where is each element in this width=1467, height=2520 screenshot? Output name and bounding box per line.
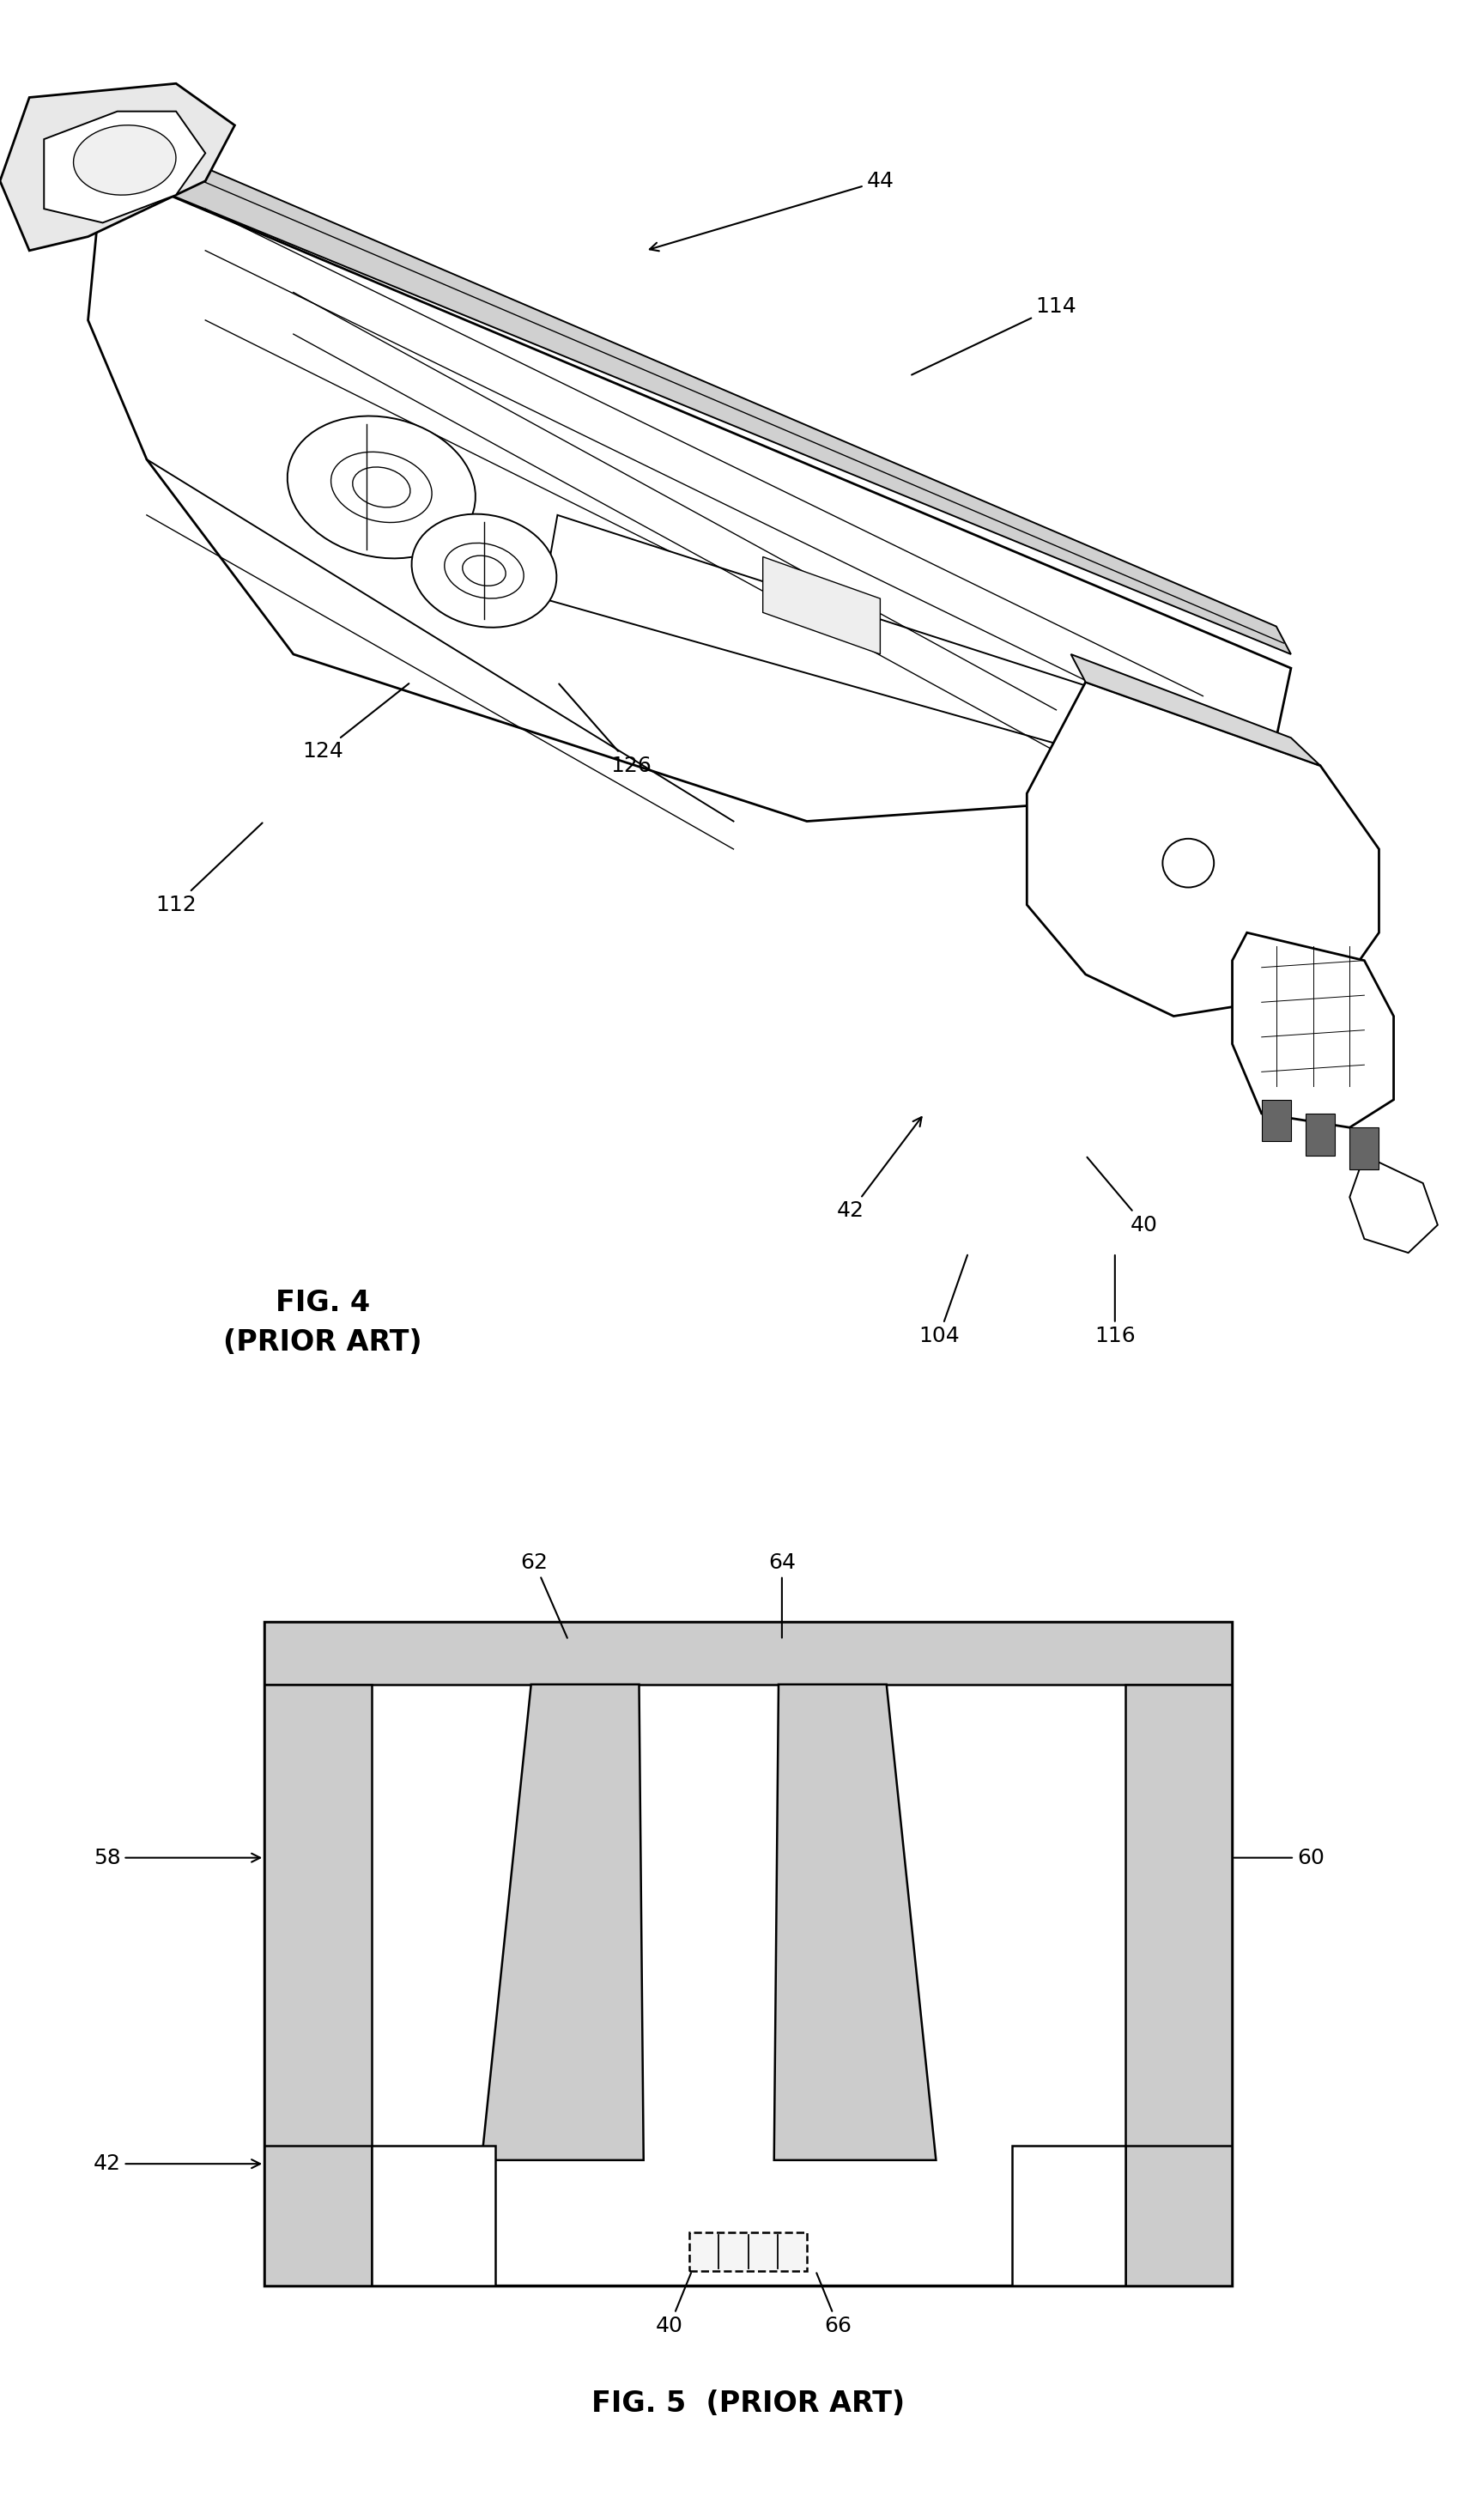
- Text: 42: 42: [94, 2155, 260, 2175]
- Polygon shape: [481, 1683, 644, 2160]
- Text: 58: 58: [94, 1847, 260, 1867]
- Text: 118: 118: [1250, 895, 1370, 945]
- Polygon shape: [1350, 1126, 1379, 1169]
- Polygon shape: [1232, 932, 1394, 1126]
- Polygon shape: [1350, 1154, 1438, 1252]
- Ellipse shape: [288, 416, 475, 559]
- Polygon shape: [1306, 1114, 1335, 1154]
- Text: 126: 126: [559, 683, 651, 776]
- Bar: [1012, 2145, 1125, 2286]
- Text: 40: 40: [1087, 1157, 1157, 1235]
- Ellipse shape: [1163, 839, 1215, 887]
- Text: FIG. 4
(PRIOR ART): FIG. 4 (PRIOR ART): [223, 1288, 422, 1356]
- Text: 104: 104: [918, 1255, 967, 1346]
- Text: 44: 44: [650, 171, 893, 252]
- Bar: [264, 1683, 371, 2286]
- Text: 40: 40: [656, 2273, 691, 2336]
- Text: 42: 42: [838, 1116, 921, 1222]
- Polygon shape: [73, 111, 1291, 655]
- Ellipse shape: [73, 126, 176, 194]
- Text: 116: 116: [1094, 1255, 1135, 1346]
- Polygon shape: [1262, 1099, 1291, 1142]
- Text: FIG. 5  (PRIOR ART): FIG. 5 (PRIOR ART): [591, 2389, 905, 2417]
- Polygon shape: [543, 514, 1247, 794]
- Text: 66: 66: [817, 2273, 852, 2336]
- Bar: [371, 2145, 496, 2286]
- Bar: [1125, 1683, 1232, 2286]
- Polygon shape: [1027, 683, 1379, 1016]
- Text: 60: 60: [1234, 1847, 1325, 1867]
- Text: 112: 112: [156, 824, 263, 915]
- Bar: [264, 1623, 1232, 2286]
- Polygon shape: [775, 1683, 936, 2160]
- Bar: [264, 1623, 1232, 1683]
- Ellipse shape: [412, 514, 556, 627]
- Text: 114: 114: [911, 295, 1077, 375]
- Text: 62: 62: [521, 1552, 568, 1638]
- Text: 64: 64: [769, 1552, 795, 1638]
- Polygon shape: [763, 557, 880, 655]
- Text: 106: 106: [1206, 824, 1341, 877]
- Bar: [689, 2233, 807, 2271]
- Polygon shape: [0, 83, 235, 249]
- Polygon shape: [1071, 655, 1320, 766]
- Text: 56: 56: [521, 1847, 616, 1867]
- Polygon shape: [44, 111, 205, 222]
- Text: 124: 124: [302, 683, 409, 761]
- Polygon shape: [88, 166, 1291, 822]
